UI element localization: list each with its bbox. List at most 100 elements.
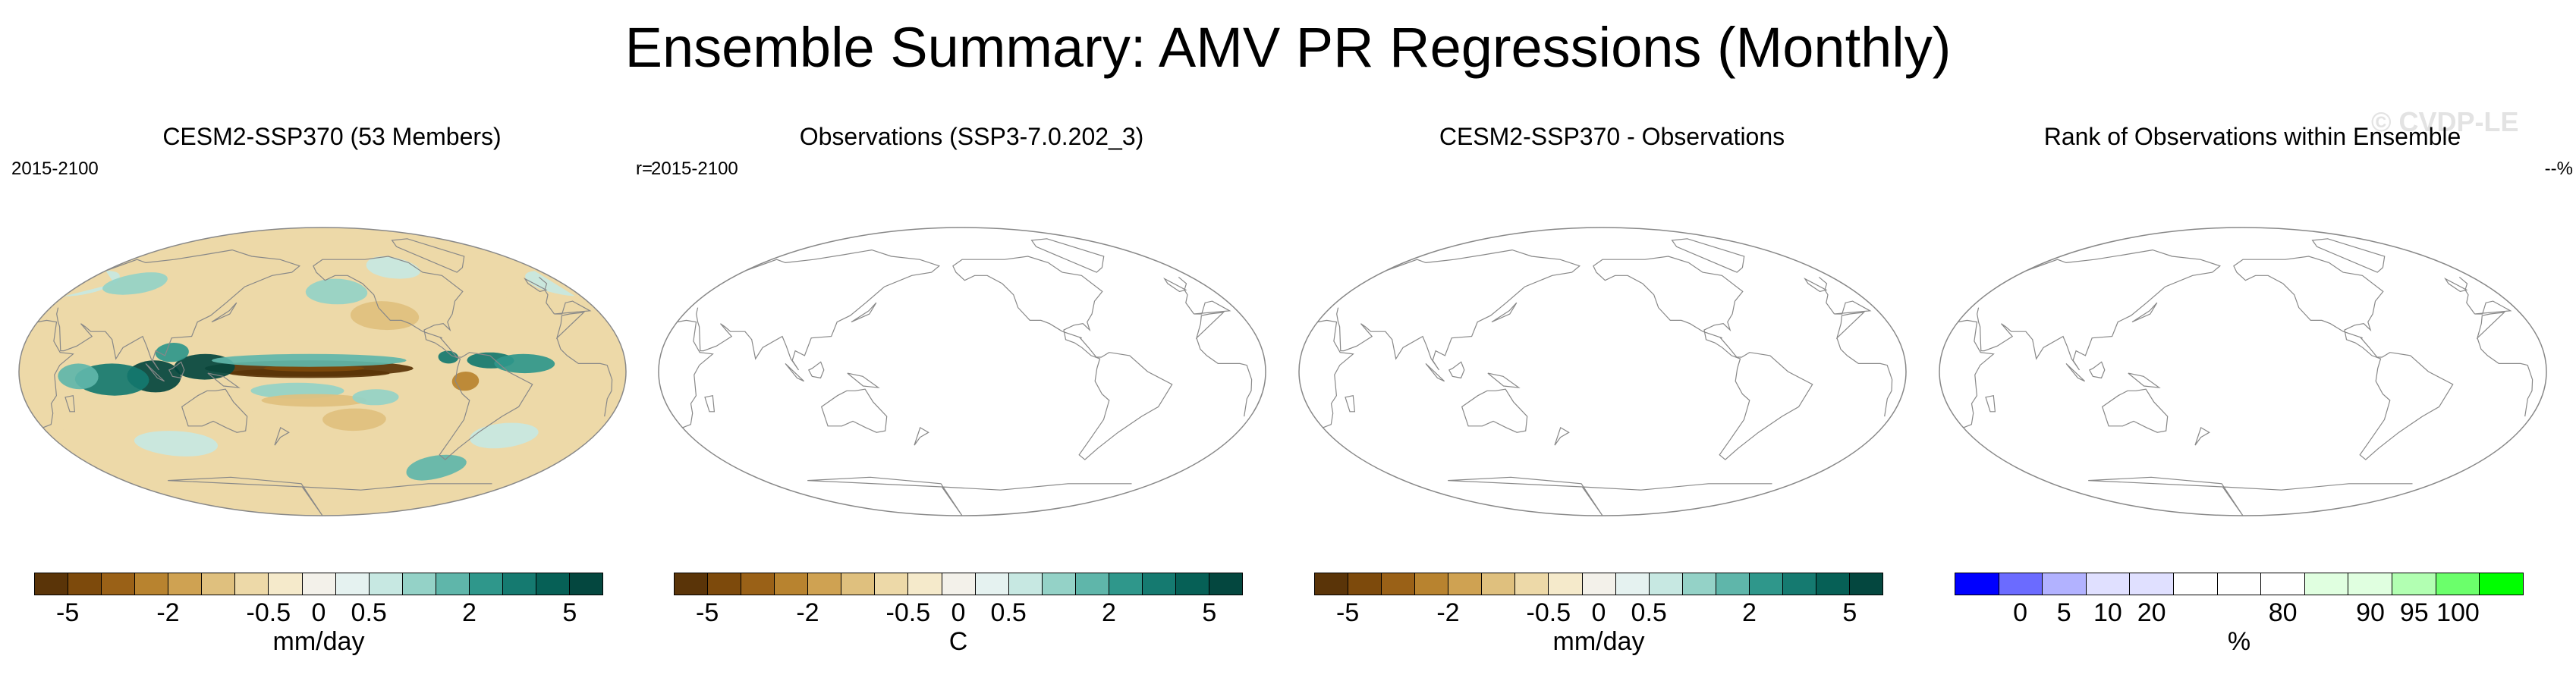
colorbar-bin <box>1382 573 1416 595</box>
colorbar-tick-label: 5 <box>2056 598 2071 627</box>
coastlines <box>37 238 613 516</box>
colorbar-tick-label: 100 <box>2436 598 2480 627</box>
field-contour <box>63 271 575 297</box>
colorbar-bin <box>1315 573 1349 595</box>
coastline-greenland <box>391 238 465 273</box>
colorbar-bin <box>1582 573 1616 595</box>
panel-period: 2015-2100 <box>11 158 99 179</box>
colorbar-bin <box>2392 573 2436 595</box>
colorbar-bin <box>1042 573 1076 595</box>
map-difference <box>1298 227 1907 516</box>
colorbar-bin <box>1142 573 1176 595</box>
coastline-madagascar <box>64 394 76 413</box>
colorbar-tick-label: 5 <box>1202 598 1217 627</box>
colorbar-bin <box>1816 573 1850 595</box>
colorbar-bin <box>135 573 169 595</box>
coastline-newguinea <box>2128 372 2161 388</box>
colorbar-tick-label: 2 <box>462 598 477 627</box>
coastlines <box>1958 238 2534 516</box>
colorbar-bin <box>68 573 102 595</box>
colorbar-tick-label: 5 <box>1842 598 1857 627</box>
map-observations <box>658 227 1266 516</box>
coastline-borneo <box>1448 361 1465 379</box>
colorbar-bin <box>369 573 403 595</box>
colorbar-bin <box>502 573 536 595</box>
coastline-eurasia <box>1336 249 1872 371</box>
coastline-uk <box>524 277 548 293</box>
coastline-antarctica <box>1448 476 1772 516</box>
coastline-africa <box>1317 312 1893 428</box>
coastline-madagascar <box>704 394 716 413</box>
colorbar-tick-label: 90 <box>2356 598 2385 627</box>
map-ensemble <box>18 227 627 516</box>
coastline-africa <box>677 312 1253 428</box>
coastline-borneo <box>807 361 825 379</box>
coastline-australia <box>1461 388 1528 433</box>
colorbar-tick-label: 0.5 <box>351 598 387 627</box>
colorbar <box>1314 573 1883 600</box>
colorbar-tick-label: 0.5 <box>1631 598 1667 627</box>
coastline-madagascar <box>1345 394 1356 413</box>
field-contour <box>261 394 367 407</box>
colorbar-bin <box>808 573 842 595</box>
panel-observations: Observations (SSP3-7.0.202_3) 2015-2100 … <box>651 114 1292 675</box>
colorbar-tick-label: -0.5 <box>1526 598 1571 627</box>
colorbar-tick-label: 20 <box>2137 598 2166 627</box>
colorbar-bin <box>1209 573 1243 595</box>
colorbar-tick-label: -0.5 <box>246 598 291 627</box>
colorbar-bin <box>1175 573 1209 595</box>
field-contour <box>102 272 168 295</box>
colorbar-bin <box>1682 573 1716 595</box>
coastline-newguinea <box>1487 372 1521 388</box>
colorbar-tick-label: 80 <box>2268 598 2298 627</box>
panel-title: Rank of Observations within Ensemble <box>2043 123 2461 150</box>
coastline-americas <box>2233 256 2454 460</box>
colorbar-bin <box>1955 573 1999 595</box>
colorbar <box>34 573 603 600</box>
coastline-sumatra <box>1425 362 1445 382</box>
colorbar-tick-label: 2 <box>1742 598 1757 627</box>
coastline-africa <box>37 312 613 428</box>
colorbar-bin <box>436 573 470 595</box>
colorbar-tick-label: -2 <box>156 598 180 627</box>
coastline-sumatra <box>145 362 165 382</box>
coastline-madagascar <box>1985 394 1996 413</box>
colorbar-bin <box>469 573 503 595</box>
coastline-sumatra <box>785 362 805 382</box>
colorbar-tick-label: -5 <box>55 598 80 627</box>
panel-corr: r= <box>635 158 653 179</box>
coastline-australia <box>2101 388 2169 433</box>
colorbar-tick-label: -2 <box>796 598 819 627</box>
field-contour <box>263 365 365 372</box>
colorbar-bin <box>675 573 709 595</box>
coastline-nz <box>1554 427 1570 446</box>
colorbar-tick-label: 0.5 <box>990 598 1027 627</box>
panel-difference: CESM2-SSP370 - Observations mm/day -5 -2 -… <box>1291 114 1933 675</box>
colorbar-bin <box>1482 573 1516 595</box>
colorbar-bin <box>708 573 742 595</box>
colorbar-bin <box>1716 573 1750 595</box>
colorbar-bin <box>2130 573 2175 595</box>
colorbar-bin <box>2217 573 2262 595</box>
colorbar-unit: mm/day <box>272 627 365 656</box>
field-contour <box>406 454 467 481</box>
colorbar-bin <box>102 573 136 595</box>
coastline-americas <box>952 256 1173 460</box>
field-contour <box>350 301 420 331</box>
colorbar-tick-label: 0 <box>951 598 966 627</box>
coastline-japan <box>1491 302 1518 323</box>
field-contour <box>322 408 386 432</box>
coastline-nz <box>274 427 290 446</box>
coastline-sumatra <box>2065 362 2086 382</box>
colorbar-tick-label: -5 <box>695 598 719 627</box>
colorbar-tick-label: -0.5 <box>885 598 931 627</box>
colorbar-tick-label: -2 <box>1436 598 1460 627</box>
colorbar-bin <box>202 573 236 595</box>
map-background <box>659 228 1266 516</box>
colorbar-bin <box>1515 573 1549 595</box>
field-contour <box>220 330 293 350</box>
coastline-japan <box>851 302 877 323</box>
field-contour <box>451 372 480 391</box>
colorbar-bin <box>1649 573 1683 595</box>
field-contour <box>470 422 539 449</box>
